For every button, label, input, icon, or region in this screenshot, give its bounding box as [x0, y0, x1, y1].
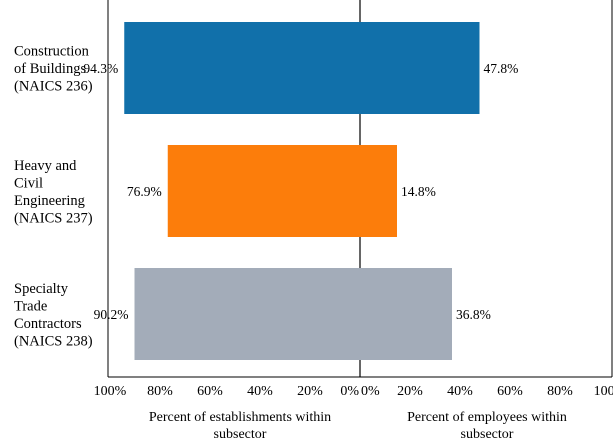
- left-axis-title-line: Percent of establishments within: [149, 410, 331, 425]
- value-label-establishments-1: 94.3%: [83, 61, 118, 76]
- bar-establishments-2: [167, 145, 360, 237]
- category-label-3: Specialty Trade Contractors (NAICS 238): [14, 281, 93, 350]
- left-tick-label: 40%: [247, 384, 273, 399]
- category-label-1: Construction of Buildings (NAICS 236): [14, 44, 93, 95]
- left-tick-label: 100%: [94, 384, 127, 399]
- bar-establishments-1: [124, 22, 360, 114]
- right-tick-label: 40%: [447, 384, 473, 399]
- value-label-employees-1: 47.8%: [484, 61, 519, 76]
- bar-employees-2: [360, 145, 397, 237]
- category-label-line: Construction: [14, 44, 90, 60]
- right-tick-label: 100%: [594, 384, 613, 399]
- right-tick-label: 60%: [497, 384, 523, 399]
- bar-establishments-3: [134, 268, 360, 360]
- value-label-establishments-3: 90.2%: [94, 307, 129, 322]
- left-axis-title: Percent of establishments within subsecto…: [149, 410, 331, 442]
- bar-employees-3: [360, 268, 452, 360]
- category-label-line: (NAICS 237): [14, 210, 93, 226]
- category-label-line: Specialty: [14, 281, 69, 297]
- value-label-establishments-2: 76.9%: [127, 184, 162, 199]
- left-tick-label: 20%: [297, 384, 323, 399]
- category-label-line: Trade: [14, 298, 47, 314]
- category-label-line: Civil: [14, 175, 43, 191]
- left-tick-label: 60%: [197, 384, 223, 399]
- category-label-line: (NAICS 236): [14, 79, 93, 95]
- category-label-line: Engineering: [14, 193, 85, 209]
- right-tick-label: 20%: [397, 384, 423, 399]
- category-label-line: of Buildings: [14, 61, 86, 77]
- value-label-employees-3: 36.8%: [456, 307, 491, 322]
- bars-group: [124, 22, 480, 360]
- labels-group: 94.3% 47.8% Construction of Buildings (NAICS…: [14, 44, 613, 443]
- category-label-2: Heavy and Civil Engineering (NAICS 237): [14, 158, 93, 227]
- right-axis-title: Percent of employees within subsector: [407, 410, 567, 442]
- right-axis-title-line: subsector: [461, 427, 514, 442]
- left-axis-title-line: subsector: [214, 427, 267, 442]
- category-label-line: Heavy and: [14, 158, 77, 174]
- category-label-line: Contractors: [14, 316, 82, 332]
- bar-employees-1: [360, 22, 480, 114]
- value-label-employees-2: 14.8%: [401, 184, 436, 199]
- right-tick-label: 80%: [547, 384, 573, 399]
- right-axis-title-line: Percent of employees within: [407, 410, 567, 425]
- category-label-line: (NAICS 238): [14, 333, 93, 349]
- right-tick-label: 0%: [361, 384, 380, 399]
- left-tick-label: 0%: [340, 384, 359, 399]
- left-tick-label: 80%: [147, 384, 173, 399]
